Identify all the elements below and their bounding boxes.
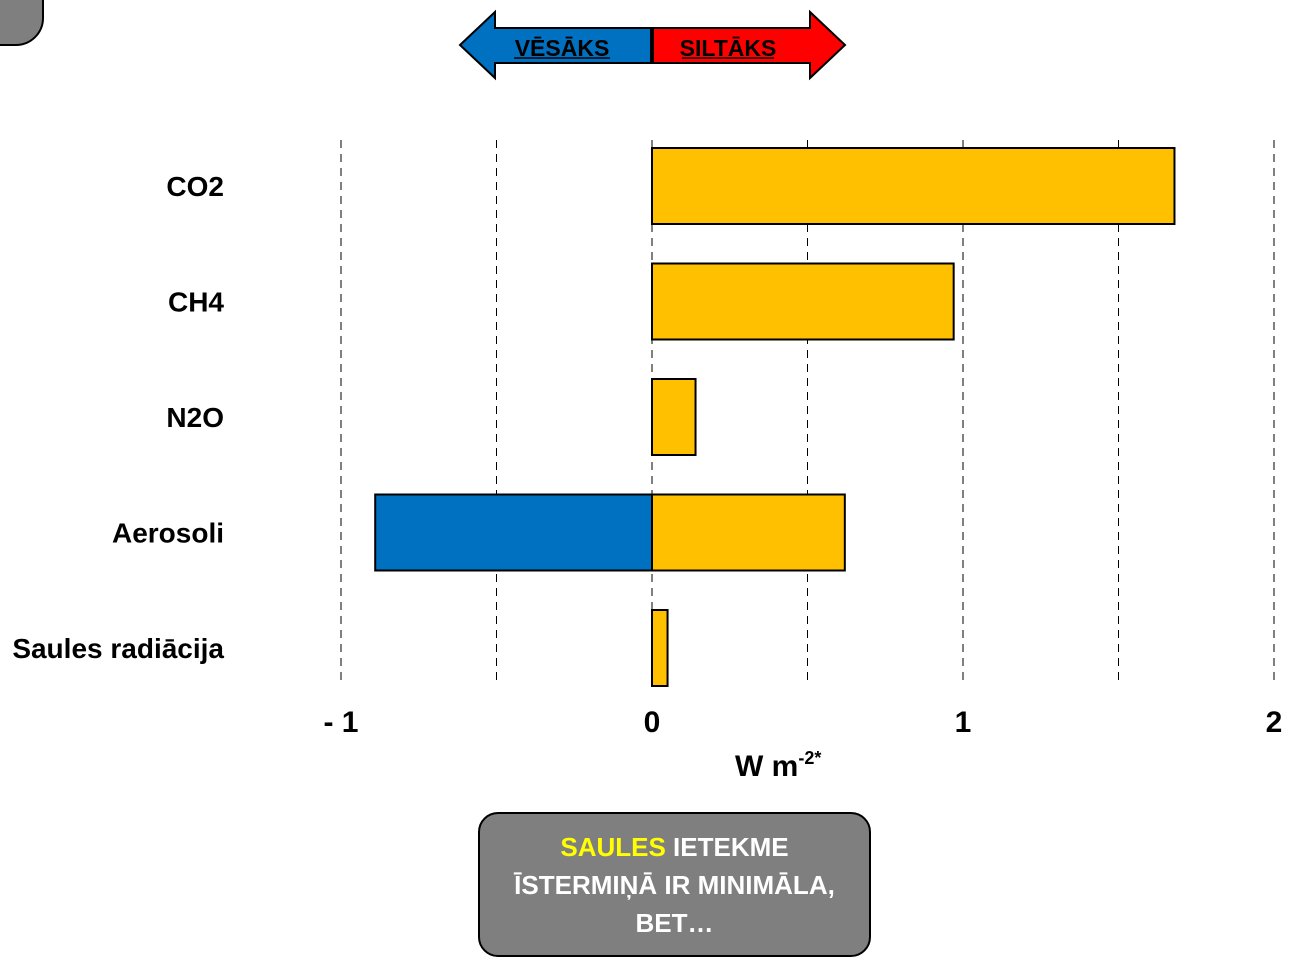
callout-line-1: SAULES IETEKME xyxy=(560,831,789,862)
warmer-arrow xyxy=(652,9,847,81)
bar-negative xyxy=(374,493,653,572)
x-axis-label: W m-2* xyxy=(735,748,822,783)
cooler-label: VĒSĀKS xyxy=(515,35,610,61)
callout-line-3: BET… xyxy=(635,907,714,938)
bar-positive xyxy=(651,493,846,572)
category-label: CH4 xyxy=(168,287,224,318)
grid xyxy=(340,140,1275,682)
tick-label: 0 xyxy=(644,706,661,739)
callout-highlight: SAULES xyxy=(560,831,666,862)
bar-positive xyxy=(651,609,669,687)
callout-box: SAULES IETEKME ĪSTERMIŅĀ IR MINIMĀLA, BE… xyxy=(478,812,871,957)
bar-positive xyxy=(651,378,697,456)
bars xyxy=(374,147,1176,687)
callout-line-2: ĪSTERMIŅĀ IR MINIMĀLA, xyxy=(514,869,835,900)
bar-positive xyxy=(651,147,1176,225)
tick-label: - 1 xyxy=(323,706,358,739)
corner-shape xyxy=(0,0,44,46)
category-label: CO2 xyxy=(166,171,224,202)
category-labels: CO2 CH4 N2O Aerosoli Saules radiācija xyxy=(12,171,224,664)
category-label: Saules radiācija xyxy=(12,633,224,664)
category-label: N2O xyxy=(166,402,224,433)
cooler-arrow xyxy=(458,9,652,81)
tick-labels: - 1 0 1 2 xyxy=(323,706,1282,739)
tick-label: 2 xyxy=(1266,706,1283,739)
bar-positive xyxy=(651,262,955,341)
tick-label: 1 xyxy=(955,706,972,739)
warmer-label: SILTĀKS xyxy=(680,35,777,61)
category-label: Aerosoli xyxy=(112,518,224,549)
direction-arrow: VĒSĀKS SILTĀKS xyxy=(458,9,847,81)
